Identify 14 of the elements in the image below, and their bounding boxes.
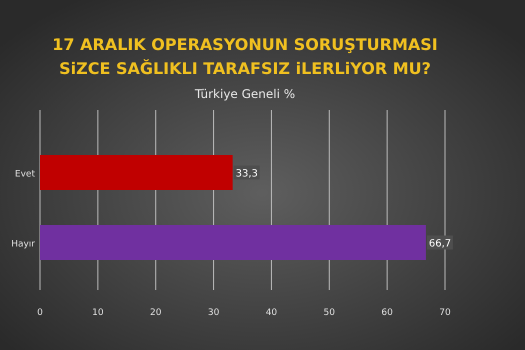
y-tick-label: Evet — [14, 170, 36, 180]
x-tick-label: 40 — [266, 308, 278, 318]
data-label: 66,7 — [428, 238, 452, 250]
x-tick-label: 60 — [381, 308, 394, 318]
x-tick-label: 10 — [92, 308, 104, 318]
chart-title: 17 ARALIK OPERASYONUN SORUŞTURMASI SiZCE SAĞLIKLI TARAFSIZ iLERLiYOR MU? — [52, 35, 438, 78]
x-tick-label: 50 — [324, 308, 336, 318]
chart-subtitle: Türkiye Geneli % — [194, 87, 296, 101]
x-tick-label: 30 — [208, 308, 220, 318]
x-tick-label: 20 — [150, 308, 162, 318]
data-label: 33,3 — [236, 168, 258, 180]
y-tick-label: Hayır — [11, 240, 36, 250]
x-tick-label: 0 — [37, 308, 44, 318]
x-tick-label: 70 — [439, 308, 451, 318]
